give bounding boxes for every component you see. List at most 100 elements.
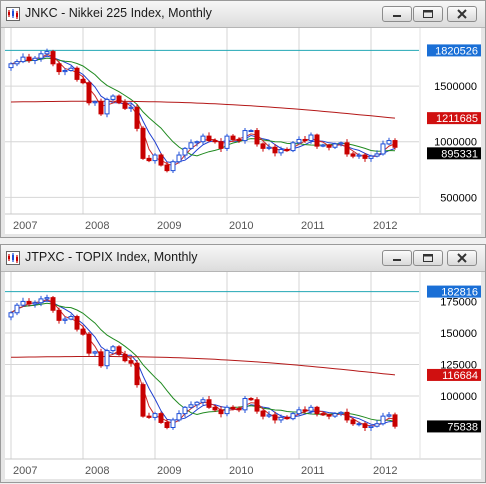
candle — [344, 139, 350, 157]
candle-body — [188, 404, 194, 408]
close-button[interactable] — [447, 250, 477, 266]
close-button[interactable] — [447, 6, 477, 22]
price-axis-label: 1500000 — [434, 81, 477, 93]
candle-body — [218, 141, 224, 149]
candle-body — [38, 53, 44, 59]
candle-body — [152, 413, 158, 418]
candle-body — [212, 140, 218, 143]
candle-body — [314, 134, 320, 147]
candle-body — [386, 414, 392, 417]
minimize-button[interactable] — [382, 250, 412, 266]
candle — [380, 412, 386, 426]
window-titlebar[interactable]: JNKC - Nikkei 225 Index, Monthly — [1, 1, 485, 28]
maximize-button[interactable] — [413, 250, 443, 266]
candle-body — [266, 414, 272, 417]
candle — [338, 411, 344, 417]
candle — [122, 350, 128, 363]
candle — [320, 143, 326, 148]
candle — [272, 144, 278, 157]
candle — [44, 48, 50, 57]
price-axis-label: 1000000 — [434, 137, 477, 149]
candle — [140, 382, 146, 418]
candle — [26, 53, 32, 63]
candle-body — [38, 298, 44, 304]
candle — [326, 143, 332, 151]
candle-body — [74, 316, 80, 330]
candle-body — [128, 106, 134, 109]
candle — [158, 153, 164, 167]
candle-body — [248, 397, 254, 401]
candle-body — [284, 416, 290, 420]
candle-body — [158, 154, 164, 166]
candle — [116, 94, 122, 105]
candle-body — [206, 399, 212, 408]
candle-body — [290, 142, 296, 152]
candle — [146, 154, 152, 163]
candle-body — [374, 423, 380, 427]
candle — [230, 405, 236, 411]
candle — [242, 128, 248, 144]
candle — [314, 133, 320, 149]
candle-body — [164, 421, 170, 428]
candle-body — [338, 411, 344, 415]
candle-body — [170, 161, 176, 172]
candle-body — [56, 309, 62, 321]
candle-body — [350, 419, 356, 425]
candle-body — [158, 413, 164, 423]
candle — [146, 412, 152, 419]
candle-body — [218, 409, 224, 415]
candle — [350, 417, 356, 426]
candle-body — [272, 414, 278, 421]
candle-body — [32, 302, 38, 305]
candle — [152, 153, 158, 164]
candle — [344, 408, 350, 423]
current-price-tag-bg — [427, 420, 481, 433]
candle — [260, 142, 266, 152]
candle-body — [254, 399, 260, 412]
candle-body — [236, 408, 242, 411]
time-axis-label: 2007 — [13, 220, 37, 232]
candle-body — [8, 312, 14, 318]
candle — [56, 307, 62, 324]
candle-body — [206, 135, 212, 142]
time-axis-label: 2012 — [373, 220, 397, 232]
candle — [92, 350, 98, 357]
candle — [176, 410, 182, 422]
topix-chart[interactable]: 175000 150000 125000 100000 2007 2008 2009 2010… — [5, 272, 481, 479]
maximize-button[interactable] — [413, 6, 443, 22]
candle-body — [356, 423, 362, 426]
moving-average-long — [10, 356, 396, 376]
time-axis-label: 2011 — [301, 465, 325, 477]
minimize-button[interactable] — [382, 6, 412, 22]
candle-body — [170, 419, 176, 428]
candle — [158, 411, 164, 424]
candle-body — [44, 51, 50, 55]
candle-body — [32, 57, 38, 61]
candle — [32, 300, 38, 308]
price-axis-label: 175000 — [440, 296, 477, 308]
candle-body — [92, 101, 98, 104]
candle-body — [332, 143, 338, 148]
moving-average-price-tag: 1211685 — [436, 113, 478, 125]
moving-average-price-tag-bg — [427, 112, 481, 125]
candle-body — [98, 351, 104, 367]
candle-body — [302, 138, 308, 142]
candle-body — [344, 411, 350, 421]
nikkei-chart[interactable]: 1500000 1000000 500000 2007 2008 2009 2010 2011… — [5, 28, 481, 234]
candle-body — [374, 153, 380, 157]
current-price-tag-bg — [427, 147, 481, 160]
candle-body — [266, 146, 272, 149]
maximize-icon — [423, 254, 433, 262]
candle — [212, 138, 218, 144]
candle-body — [62, 318, 68, 321]
window-titlebar[interactable]: JTPXC - TOPIX Index, Monthly — [1, 245, 485, 272]
candle — [218, 138, 224, 153]
candle — [74, 66, 80, 82]
candle-body — [326, 414, 332, 417]
candle-body — [212, 406, 218, 411]
candle-body — [278, 148, 284, 154]
candle — [116, 345, 122, 356]
candle-body — [260, 410, 266, 417]
candle — [284, 147, 290, 152]
candle — [230, 134, 236, 142]
